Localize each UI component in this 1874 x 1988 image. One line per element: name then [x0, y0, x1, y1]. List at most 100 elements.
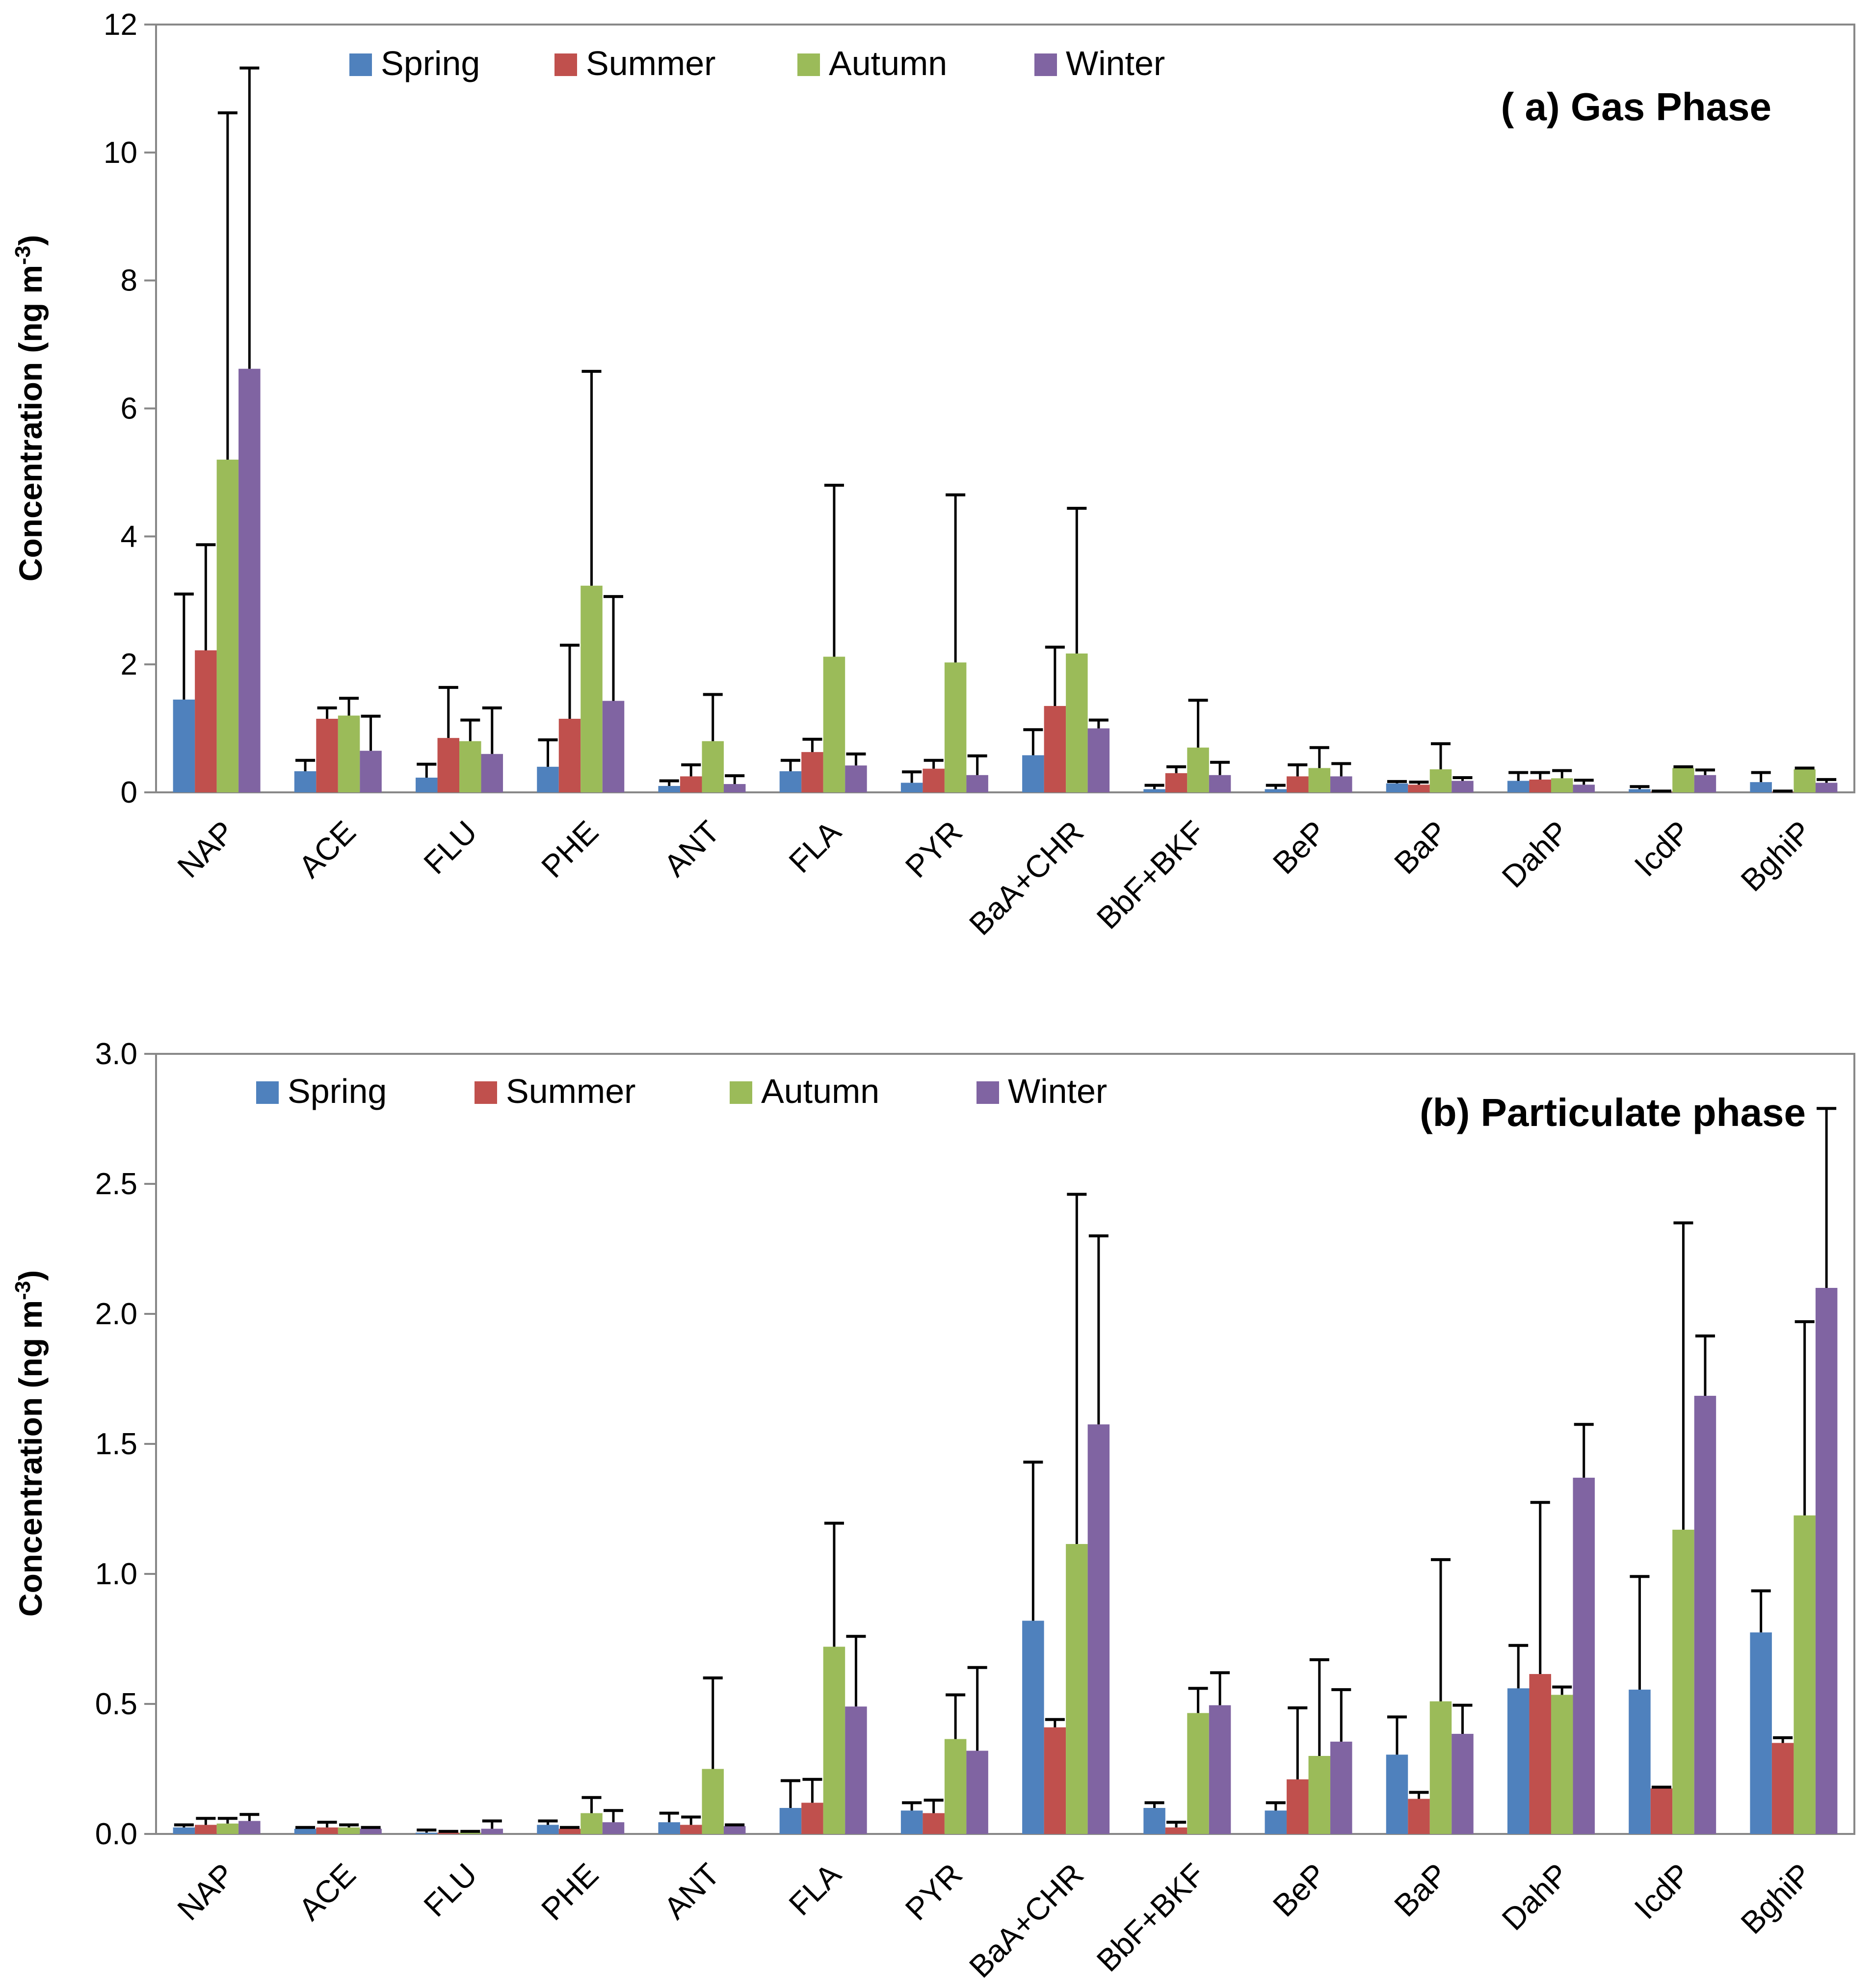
y-tick-label: 0.5 — [95, 1687, 137, 1721]
x-tick-label: BbF+BKF — [1090, 1857, 1212, 1978]
bar-spring-flu — [416, 778, 438, 792]
bar-summer-bap — [1408, 785, 1430, 792]
bar-summer-pyr — [923, 1813, 945, 1834]
bar-autumn-nap — [216, 459, 239, 792]
bar-autumn-ant — [702, 1769, 724, 1834]
y-axis-label-particulate: Concentration (ng m-3) — [11, 1270, 49, 1617]
bar-spring-ace — [294, 771, 317, 792]
bar-winter-icdp — [1694, 1395, 1716, 1834]
bar-spring-dahp — [1507, 781, 1530, 792]
bar-autumn-dahp — [1551, 778, 1573, 792]
bar-spring-bep — [1265, 1810, 1287, 1834]
bar-spring-ant — [658, 1822, 680, 1834]
bar-autumn-flu — [459, 741, 481, 792]
bar-winter-fla — [845, 1706, 867, 1834]
y-tick-label: 1.0 — [95, 1557, 137, 1591]
bar-spring-icdp — [1629, 789, 1651, 792]
bar-autumn-ant — [702, 741, 724, 792]
plot-area-particulate — [155, 1053, 1855, 1835]
bar-winter-icdp — [1694, 775, 1716, 792]
bar-autumn-bghip — [1794, 1515, 1816, 1834]
bar-summer-bbfbkf — [1165, 773, 1188, 792]
x-tick-label: PHE — [534, 814, 605, 885]
bar-summer-dahp — [1529, 779, 1551, 792]
bar-winter-pyr — [966, 775, 988, 792]
x-tick-label: NAP — [171, 814, 241, 885]
bar-autumn-phe — [581, 1813, 603, 1834]
bar-spring-bap — [1386, 783, 1408, 792]
x-tick-label: FLU — [417, 1857, 484, 1923]
bar-winter-bbfbkf — [1209, 1705, 1231, 1834]
chart-title-gas: ( a) Gas Phase — [1501, 85, 1771, 129]
bar-autumn-baachr — [1066, 1544, 1088, 1834]
bar-autumn-baachr — [1066, 653, 1088, 792]
bar-winter-bep — [1330, 776, 1352, 792]
bar-autumn-fla — [823, 656, 845, 792]
y-axis-label-end: ) — [12, 1270, 49, 1281]
y-tick-label: 3.0 — [95, 1037, 137, 1071]
bar-summer-phe — [558, 1829, 581, 1834]
y-tick-label: 2.0 — [95, 1297, 137, 1331]
bar-winter-fla — [845, 765, 867, 792]
bar-summer-bep — [1287, 776, 1309, 792]
bar-winter-nap — [238, 1821, 261, 1834]
bar-autumn-ace — [338, 1827, 360, 1834]
y-axis-label-main: Concentration (ng m — [12, 265, 49, 581]
bar-autumn-bep — [1308, 1756, 1331, 1834]
bar-winter-ace — [360, 751, 382, 792]
x-tick-label: ACE — [292, 814, 363, 885]
x-tick-label: PYR — [898, 814, 969, 885]
bar-spring-ant — [658, 785, 680, 792]
y-tick-label: 2.5 — [95, 1167, 137, 1201]
bar-winter-bap — [1452, 781, 1474, 792]
bar-autumn-bap — [1429, 1701, 1452, 1834]
bar-autumn-dahp — [1551, 1695, 1573, 1834]
legend-label-summer: Summer — [506, 1072, 635, 1110]
x-tick-label: ACE — [292, 1857, 363, 1927]
bar-autumn-bghip — [1794, 769, 1816, 792]
legend-particulate: Spring Summer Autumn Winter — [256, 1072, 1107, 1110]
error-bars-particulate — [174, 1107, 1837, 1833]
x-tick-label: IcdP — [1628, 1857, 1697, 1926]
bar-winter-ant — [723, 1826, 746, 1834]
bar-spring-phe — [537, 1825, 559, 1834]
x-tick-label: BaP — [1387, 1857, 1454, 1923]
bar-winter-ant — [723, 784, 746, 792]
bar-spring-bghip — [1750, 782, 1772, 792]
x-tick-label: BaA+CHR — [962, 814, 1090, 942]
bar-autumn-icdp — [1672, 1529, 1694, 1834]
bar-spring-flu — [416, 1832, 438, 1834]
bar-winter-phe — [602, 701, 625, 792]
bar-winter-flu — [481, 1829, 503, 1834]
bar-winter-baachr — [1087, 728, 1110, 792]
x-tick-label: FLA — [782, 814, 848, 880]
bar-winter-bghip — [1815, 1288, 1838, 1834]
legend-swatch-summer — [475, 1081, 497, 1104]
legend-swatch-summer — [554, 53, 577, 76]
bar-winter-phe — [602, 1822, 625, 1834]
x-tick-label: BaA+CHR — [962, 1857, 1090, 1985]
bar-spring-icdp — [1629, 1689, 1651, 1834]
bars-gas — [173, 368, 1838, 792]
y-tick-label: 8 — [121, 264, 137, 298]
y-axis-label-sup: -3 — [11, 246, 35, 265]
chart-title-particulate: (b) Particulate phase — [1420, 1091, 1806, 1134]
legend-swatch-autumn — [730, 1081, 752, 1104]
legend-swatch-spring — [256, 1081, 279, 1104]
bar-spring-bbfbkf — [1143, 1808, 1165, 1834]
y-tick-label: 6 — [121, 392, 137, 426]
x-tick-label: BeP — [1266, 814, 1333, 881]
y-tick-label: 12 — [104, 8, 137, 42]
legend-label-winter: Winter — [1066, 44, 1165, 82]
bar-summer-baachr — [1044, 1727, 1066, 1834]
bar-autumn-bbfbkf — [1187, 747, 1209, 792]
bar-autumn-bep — [1308, 768, 1331, 792]
bar-summer-icdp — [1650, 1788, 1673, 1834]
bar-spring-pyr — [900, 783, 923, 792]
bar-spring-nap — [173, 699, 195, 792]
bar-autumn-ace — [338, 715, 360, 792]
bar-autumn-bbfbkf — [1187, 1713, 1209, 1834]
y-tick-label: 4 — [121, 520, 137, 553]
x-tick-label: BaP — [1387, 814, 1454, 881]
